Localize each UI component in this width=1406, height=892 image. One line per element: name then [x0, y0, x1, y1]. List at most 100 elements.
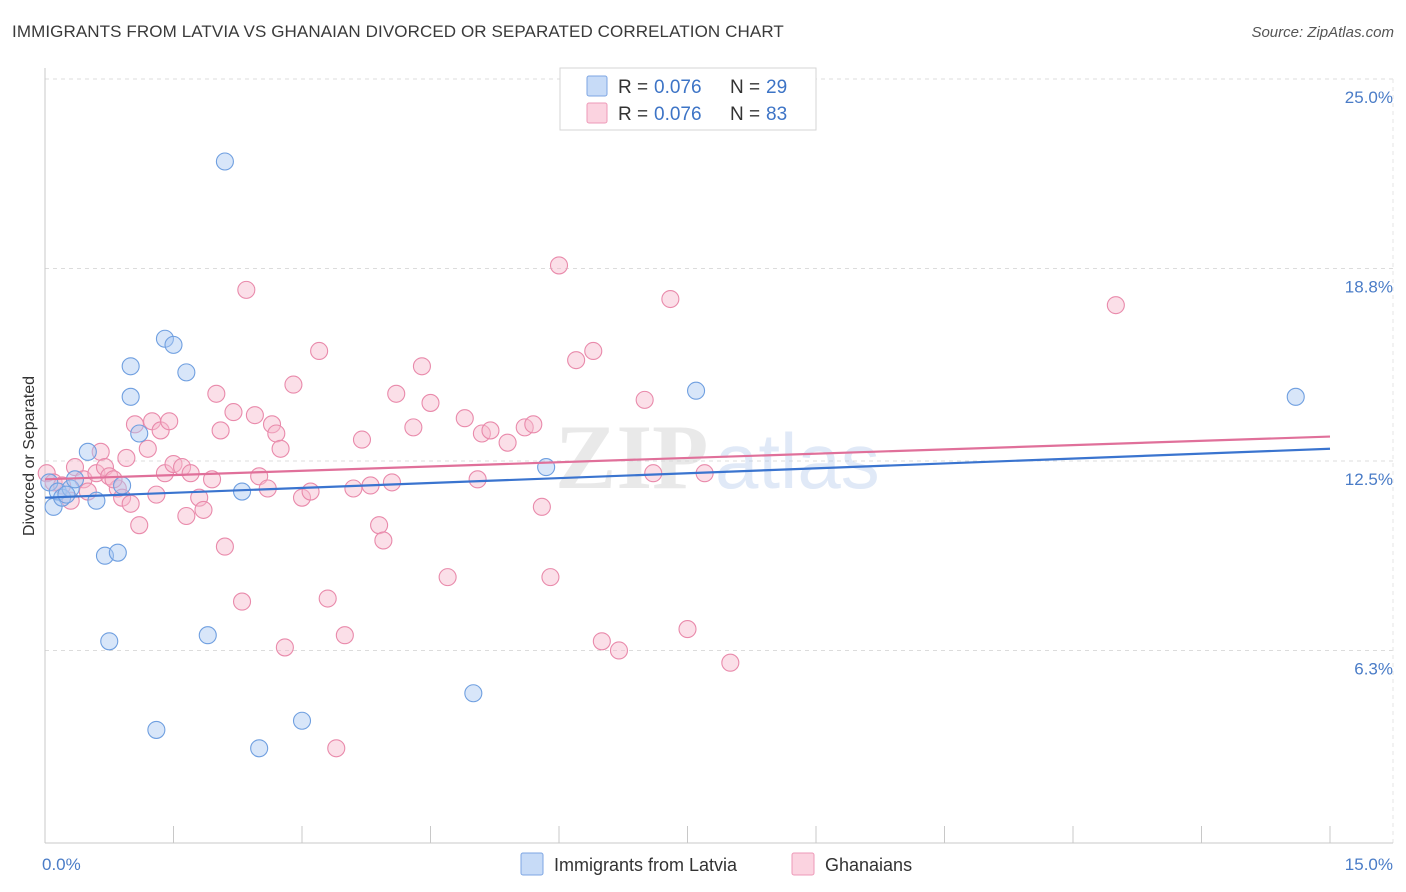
data-point	[121, 357, 140, 376]
data-point	[245, 406, 264, 425]
data-point	[117, 448, 136, 467]
data-point	[250, 739, 269, 758]
legend-n-label-1: N =	[730, 77, 760, 98]
data-point	[310, 341, 329, 361]
data-point	[464, 684, 483, 703]
data-point	[211, 421, 230, 440]
data-point	[164, 335, 183, 354]
data-point	[78, 442, 97, 461]
data-point	[125, 415, 144, 434]
trend-lines	[44, 435, 1331, 499]
data-point	[468, 470, 487, 489]
legend-r-label-2: R =	[618, 104, 648, 125]
x-tick-label: 15.0%	[1345, 855, 1393, 874]
data-point	[207, 384, 226, 403]
data-point	[100, 632, 119, 651]
data-point	[1106, 296, 1125, 315]
bottom-legend-swatch-ghanaians	[791, 852, 815, 876]
data-point	[678, 620, 697, 639]
data-point	[108, 543, 127, 562]
legend-r-label-1: R =	[618, 77, 648, 98]
data-point	[177, 506, 196, 526]
axes	[44, 68, 1393, 844]
data-point	[57, 485, 76, 504]
bottom-legend-label-latvia: Immigrants from Latvia	[554, 855, 738, 875]
data-point	[113, 476, 132, 495]
data-point	[537, 458, 556, 477]
data-points	[37, 152, 1305, 758]
bottom-legend-swatch-latvia	[520, 852, 544, 876]
data-point	[177, 363, 196, 382]
y-tick-label: 6.3%	[1354, 659, 1393, 678]
data-point	[130, 424, 149, 443]
data-point	[721, 653, 740, 672]
data-point	[498, 433, 517, 452]
data-point	[224, 403, 243, 422]
legend-n-label-2: N =	[730, 104, 760, 125]
data-point	[130, 516, 149, 535]
x-tick-label: 0.0%	[42, 855, 81, 874]
data-point	[532, 497, 551, 516]
data-point	[549, 256, 569, 275]
data-point	[481, 421, 500, 440]
legend-n-value-2: 83	[766, 104, 787, 125]
data-point	[609, 641, 629, 660]
legend: R = 0.076 N = 29 R = 0.076 N = 83	[559, 67, 817, 131]
y-tick-label: 12.5%	[1345, 470, 1393, 489]
trend-line-ghanaians	[44, 435, 1331, 481]
trend-line-latvia	[44, 447, 1331, 499]
data-point	[232, 482, 252, 501]
data-point	[687, 381, 706, 400]
data-point	[215, 152, 234, 171]
data-point	[95, 458, 115, 477]
legend-r-value-1: 0.076	[654, 77, 702, 98]
data-point	[147, 720, 166, 739]
legend-swatch-ghanaians	[586, 102, 608, 124]
data-point	[382, 473, 402, 492]
data-point	[215, 537, 234, 556]
data-point	[237, 280, 256, 299]
data-point	[592, 632, 611, 651]
watermark-atlas: atlas	[715, 417, 880, 505]
y-axis-label: Divorced or Separated	[21, 376, 38, 536]
data-point	[344, 479, 363, 498]
series-latvia	[40, 152, 1305, 758]
data-point	[635, 390, 654, 409]
legend-r-value-2: 0.076	[654, 104, 702, 125]
data-point	[267, 424, 286, 443]
data-point	[194, 500, 213, 519]
data-point	[138, 439, 157, 458]
data-point	[404, 418, 423, 437]
data-point	[232, 592, 252, 611]
data-point	[160, 412, 179, 431]
data-point	[318, 589, 337, 608]
bottom-legend-label-ghanaians: Ghanaians	[825, 855, 912, 875]
y-tick-label: 18.8%	[1345, 277, 1393, 296]
data-point	[661, 289, 680, 309]
data-point	[455, 409, 474, 428]
data-point	[387, 384, 406, 403]
y-tick-labels: 6.3% 12.5% 18.8% 25.0%	[1345, 88, 1393, 678]
data-point	[584, 341, 603, 361]
data-point	[567, 351, 586, 370]
data-point	[335, 626, 354, 645]
legend-swatch-latvia	[586, 75, 608, 97]
bottom-legend: Immigrants from Latvia Ghanaians	[520, 852, 912, 876]
data-point	[203, 470, 222, 489]
data-point	[370, 516, 389, 535]
chart-title: IMMIGRANTS FROM LATVIA VS GHANAIAN DIVOR…	[12, 22, 784, 41]
x-tick-labels: 0.0% 15.0%	[42, 855, 1393, 874]
data-point	[301, 482, 320, 501]
chart-source: Source: ZipAtlas.com	[1251, 24, 1394, 41]
data-point	[271, 439, 290, 458]
data-point	[524, 415, 543, 434]
data-point	[412, 357, 431, 376]
data-point	[1286, 387, 1305, 406]
data-point	[438, 568, 457, 587]
data-point	[275, 638, 294, 657]
data-point	[292, 711, 312, 730]
data-point	[121, 387, 140, 406]
data-point	[121, 494, 140, 513]
data-point	[327, 739, 346, 758]
